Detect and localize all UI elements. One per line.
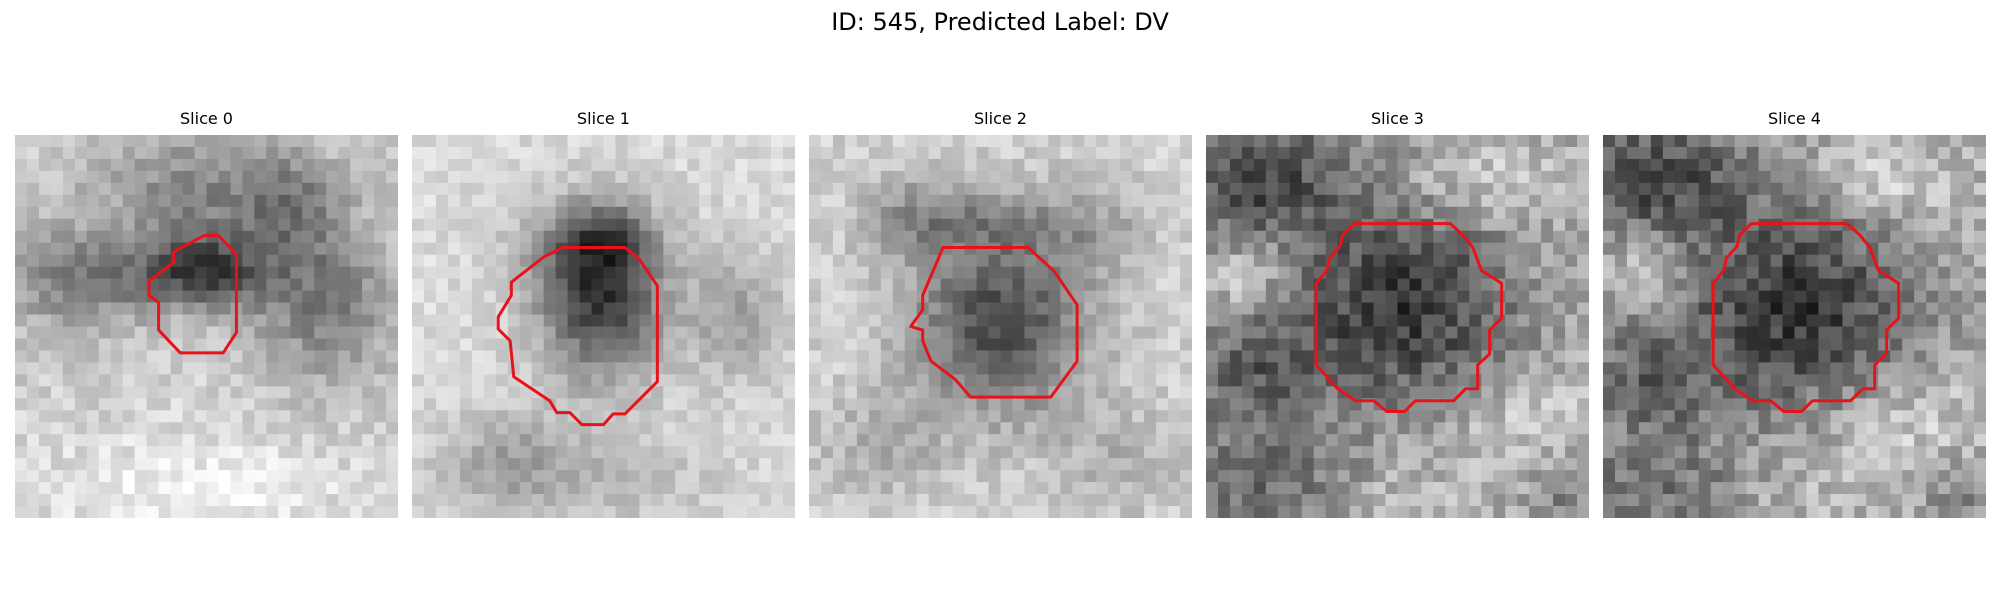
- slice-pixels: [1603, 135, 1986, 518]
- slice-title: Slice 3: [1371, 109, 1424, 128]
- slice-panel-4: Slice 4: [1603, 109, 1986, 518]
- lesion-contour: [1711, 222, 1901, 413]
- slice-title: Slice 0: [180, 109, 233, 128]
- slice-image: [1206, 135, 1589, 518]
- slice-pixels: [412, 135, 795, 518]
- slice-image: [15, 135, 398, 518]
- slice-panel-1: Slice 1: [412, 109, 795, 518]
- slice-title: Slice 1: [577, 109, 630, 128]
- slice-image: [1603, 135, 1986, 518]
- slice-pixels: [809, 135, 1192, 518]
- slice-panel-2: Slice 2: [809, 109, 1192, 518]
- slice-title: Slice 4: [1768, 109, 1821, 128]
- slice-image: [809, 135, 1192, 518]
- slice-panel-0: Slice 0: [15, 109, 398, 518]
- lesion-contour: [147, 234, 238, 355]
- lesion-contour: [1314, 222, 1504, 413]
- slice-title: Slice 2: [974, 109, 1027, 128]
- lesion-contour: [496, 246, 659, 427]
- slice-pixels: [15, 135, 398, 518]
- slice-image: [412, 135, 795, 518]
- slice-pixels: [1206, 135, 1589, 518]
- figure-title: ID: 545, Predicted Label: DV: [831, 8, 1169, 36]
- slice-panel-3: Slice 3: [1206, 109, 1589, 518]
- lesion-contour: [909, 246, 1079, 399]
